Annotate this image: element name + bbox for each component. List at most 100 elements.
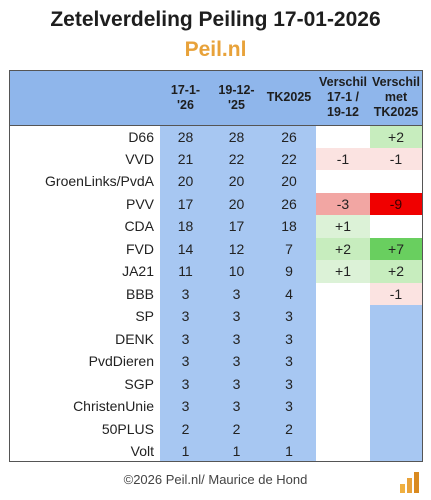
election-result-cell: 18 [262,215,316,238]
header-diff-election: Verschil met TK2025 [370,71,422,125]
diff-polls-cell [316,305,370,328]
poll-previous-cell: 20 [211,170,262,193]
table-row: CDA 18 17 18 +1 [10,215,422,238]
diff-polls-cell [316,417,370,440]
election-result-cell: 7 [262,237,316,260]
diff-election-cell: -1 [370,147,422,170]
diff-polls-cell [316,350,370,373]
diff-election-cell [370,372,422,395]
diff-polls-cell: -3 [316,192,370,215]
party-name-cell: ChristenUnie [10,395,160,418]
poll-current-cell: 21 [160,147,211,170]
table-body: D66 28 28 26 +2 VVD 21 22 22 -1 -1 GroenLinks/PvdA 2… [10,124,422,461]
header-poll-previous: 19-12- '25 [211,71,262,125]
poll-current-cell: 1 [160,440,211,461]
table-row: 50PLUS 2 2 2 [10,417,422,440]
diff-polls-cell: +1 [316,260,370,283]
header-diff-polls: Verschil 17-1 /19-12 [316,71,370,125]
diff-election-cell: +7 [370,237,422,260]
party-name-cell: D66 [10,124,160,148]
table-row: DENK 3 3 3 [10,327,422,350]
diff-polls-cell [316,170,370,193]
election-result-cell: 4 [262,282,316,305]
diff-election-cell: +2 [370,124,422,148]
diff-election-cell: -1 [370,282,422,305]
election-result-cell: 22 [262,147,316,170]
election-result-cell: 1 [262,440,316,461]
election-result-cell: 2 [262,417,316,440]
table-row: JA21 11 10 9 +1 +2 [10,260,422,283]
party-name-cell: BBB [10,282,160,305]
diff-election-cell [370,350,422,373]
party-name-cell: SP [10,305,160,328]
election-result-cell: 3 [262,372,316,395]
diff-polls-cell [316,282,370,305]
poll-previous-cell: 2 [211,417,262,440]
header-poll-current: 17-1- '26 [160,71,211,125]
table-row: BBB 3 3 4 -1 [10,282,422,305]
diff-election-cell [370,395,422,418]
poll-current-cell: 17 [160,192,211,215]
poll-current-cell: 3 [160,395,211,418]
election-result-cell: 3 [262,327,316,350]
poll-current-cell: 3 [160,327,211,350]
party-name-cell: Volt [10,440,160,461]
party-name-cell: FVD [10,237,160,260]
diff-polls-cell [316,124,370,148]
party-name-cell: 50PLUS [10,417,160,440]
table-header-row: 17-1- '26 19-12- '25 TK2025 Verschil 17-1 /… [10,71,422,125]
poll-previous-cell: 3 [211,372,262,395]
table-row: VVD 21 22 22 -1 -1 [10,147,422,170]
table-row: Volt 1 1 1 [10,440,422,461]
poll-current-cell: 18 [160,215,211,238]
party-name-cell: PvdDieren [10,350,160,373]
election-result-cell: 9 [262,260,316,283]
diff-polls-cell: +2 [316,237,370,260]
poll-previous-cell: 12 [211,237,262,260]
poll-previous-cell: 17 [211,215,262,238]
poll-current-cell: 3 [160,350,211,373]
poll-previous-cell: 1 [211,440,262,461]
diff-election-cell [370,215,422,238]
diff-polls-cell [316,327,370,350]
party-name-cell: JA21 [10,260,160,283]
election-result-cell: 26 [262,192,316,215]
election-result-cell: 3 [262,395,316,418]
diff-election-cell [370,170,422,193]
diff-polls-cell [316,395,370,418]
table-row: SP 3 3 3 [10,305,422,328]
diff-polls-cell: -1 [316,147,370,170]
table-row: FVD 14 12 7 +2 +7 [10,237,422,260]
poll-previous-cell: 22 [211,147,262,170]
chart-subtitle: Peil.nl [184,38,247,61]
peil-bar-logo-icon [400,472,419,493]
diff-election-cell: -9 [370,192,422,215]
chart-title: Zetelverdeling Peiling 17-01-2026 [50,8,381,31]
seat-table-container: 17-1- '26 19-12- '25 TK2025 Verschil 17-1 /… [9,70,423,462]
diff-election-cell [370,417,422,440]
party-name-cell: GroenLinks/PvdA [10,170,160,193]
poll-current-cell: 20 [160,170,211,193]
poll-previous-cell: 3 [211,305,262,328]
diff-election-cell [370,327,422,350]
poll-current-cell: 28 [160,124,211,148]
diff-election-cell: +2 [370,260,422,283]
diff-polls-cell: +1 [316,215,370,238]
party-name-cell: SGP [10,372,160,395]
party-name-cell: PVV [10,192,160,215]
table-row: PVV 17 20 26 -3 -9 [10,192,422,215]
poll-current-cell: 3 [160,282,211,305]
poll-current-cell: 14 [160,237,211,260]
table-row: D66 28 28 26 +2 [10,124,422,148]
diff-polls-cell [316,440,370,461]
poll-previous-cell: 3 [211,395,262,418]
diff-polls-cell [316,372,370,395]
table-row: GroenLinks/PvdA 20 20 20 [10,170,422,193]
footer-credit: ©2026 Peil.nl/ Maurice de Hond [123,472,308,487]
poll-current-cell: 3 [160,372,211,395]
poll-previous-cell: 10 [211,260,262,283]
diff-election-cell [370,305,422,328]
poll-previous-cell: 3 [211,282,262,305]
poll-current-cell: 11 [160,260,211,283]
election-result-cell: 20 [262,170,316,193]
